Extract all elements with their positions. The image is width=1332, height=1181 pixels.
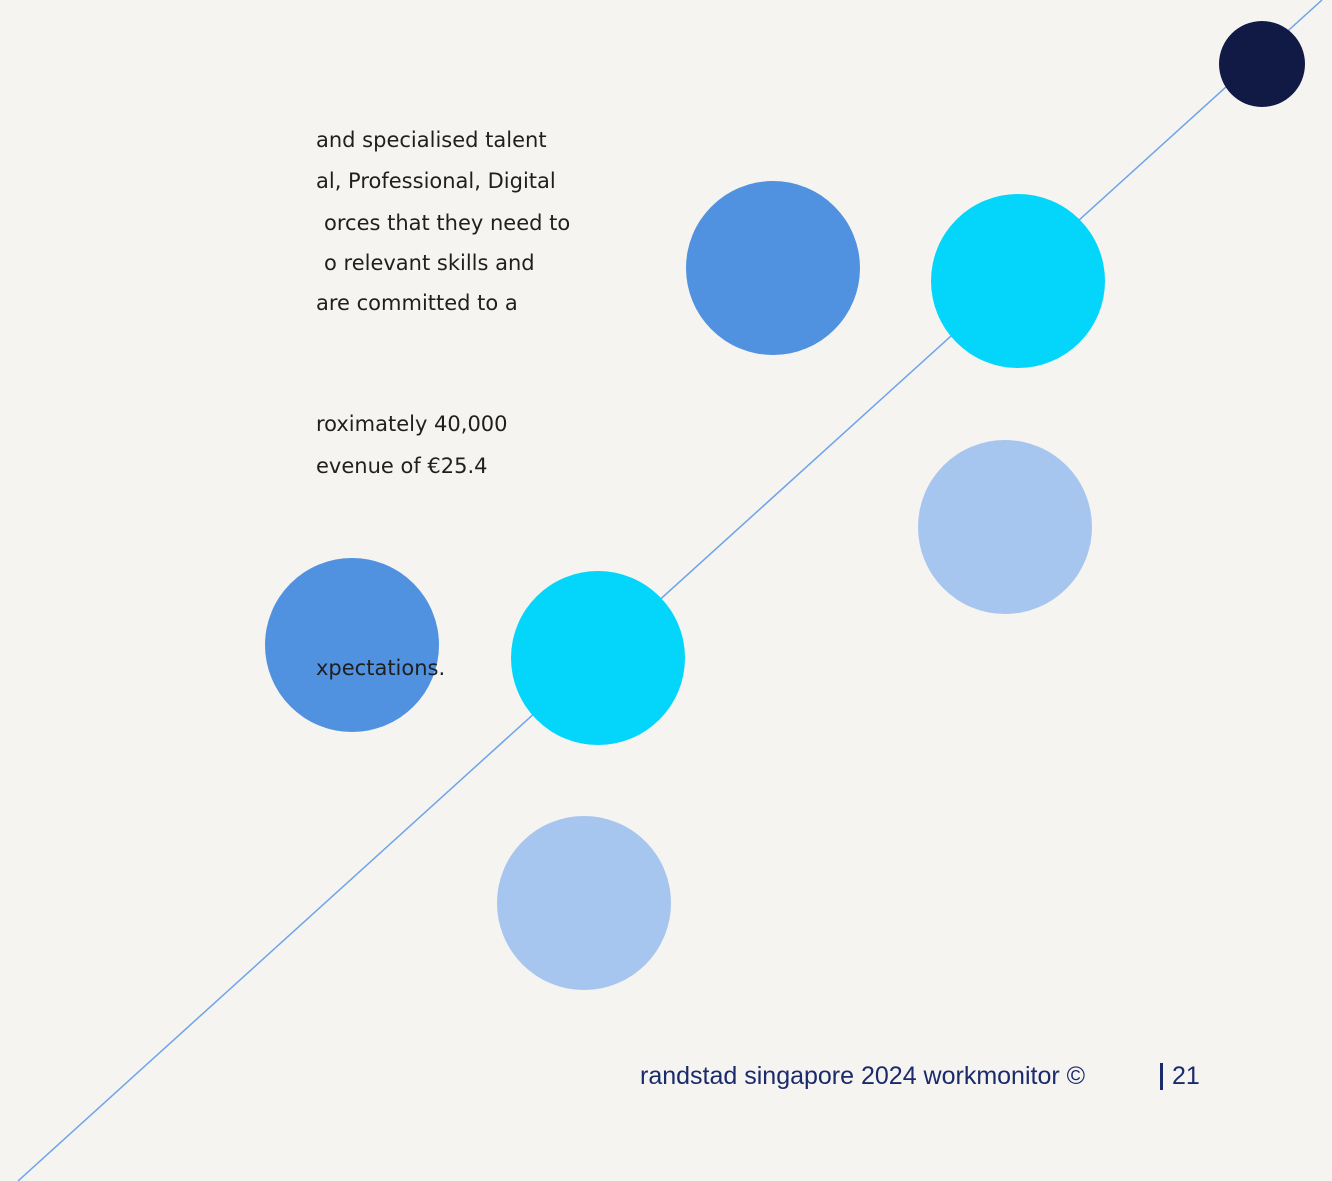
- body-text: evenue of €25.4: [316, 454, 488, 478]
- circle: [918, 440, 1092, 614]
- circle: [511, 571, 685, 745]
- diagonal-line: [17, 0, 1323, 1181]
- circle: [686, 181, 860, 355]
- body-text: o relevant skills and: [324, 251, 535, 275]
- body-text: roximately 40,000: [316, 412, 508, 436]
- body-text: are committed to a: [316, 291, 518, 315]
- body-text: al, Professional, Digital: [316, 169, 556, 193]
- footer-text: randstad singapore 2024 workmonitor ©: [640, 1062, 1086, 1090]
- circle: [265, 558, 439, 732]
- circle: [497, 816, 671, 990]
- footer-separator: [1160, 1063, 1163, 1090]
- body-text: xpectations.: [316, 656, 446, 680]
- body-text: and specialised talent: [316, 128, 547, 152]
- body-text: orces that they need to: [324, 211, 571, 235]
- circle: [1219, 21, 1305, 107]
- circle: [931, 194, 1105, 368]
- page-number: 21: [1172, 1062, 1200, 1090]
